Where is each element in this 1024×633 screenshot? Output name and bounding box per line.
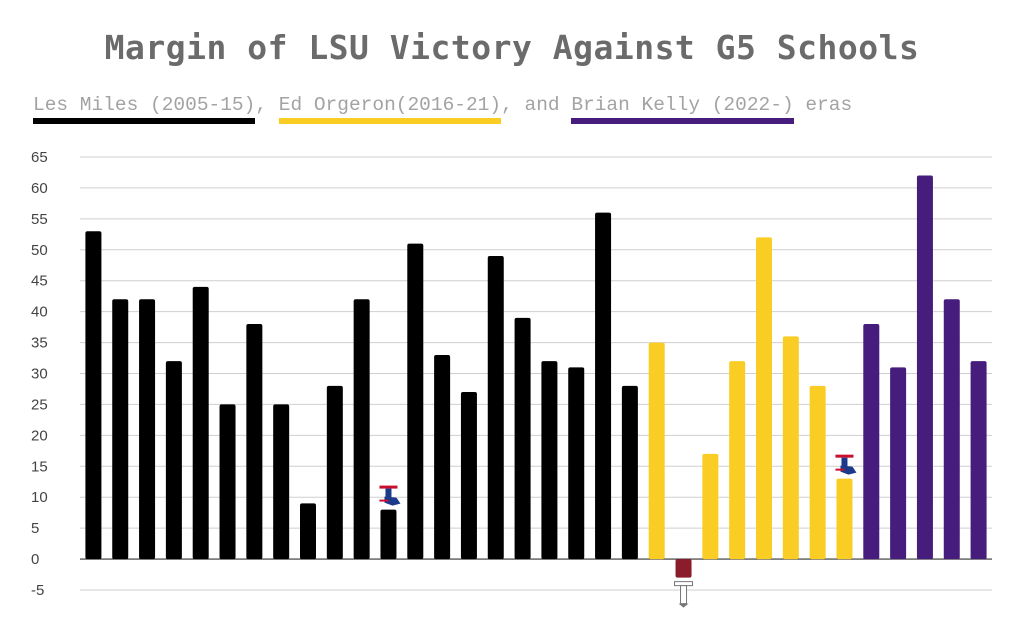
subtitle-separator: , and: [501, 94, 572, 116]
y-tick-label: 20: [31, 427, 48, 444]
y-tick-label: 5: [31, 520, 39, 537]
bar: [595, 212, 612, 560]
bar: [729, 361, 746, 560]
bar: [85, 231, 102, 560]
bar: [702, 453, 719, 560]
y-tick-label: -5: [31, 582, 44, 599]
bar: [165, 361, 182, 560]
y-tick-label: 10: [31, 489, 48, 506]
bar: [836, 478, 853, 560]
bar: [621, 385, 638, 560]
y-tick-label: 45: [31, 273, 48, 290]
subtitle-separator: ,: [255, 94, 279, 116]
y-tick-label: 25: [31, 396, 48, 413]
louisiana-tech-logo-icon: [379, 485, 401, 506]
era-orgeron-label: Ed Orgeron(2016-21): [278, 94, 502, 124]
bar: [487, 255, 504, 560]
bar: [112, 299, 129, 560]
bar: [970, 361, 987, 560]
y-tick-label: 35: [31, 335, 48, 352]
bar: [568, 367, 585, 560]
y-tick-label: 65: [31, 149, 48, 166]
y-tick-label: 15: [31, 458, 48, 475]
troy-logo-icon: [674, 581, 694, 608]
bar: [326, 385, 343, 560]
bar: [434, 354, 451, 560]
bar: [139, 299, 156, 560]
bar: [756, 237, 772, 560]
y-tick-label: 50: [31, 242, 48, 259]
y-tick-label: 55: [31, 211, 48, 228]
bar: [675, 559, 692, 578]
y-tick-label: 0: [31, 551, 39, 568]
bar: [916, 175, 933, 560]
y-tick-label: 30: [31, 366, 48, 383]
bar: [300, 503, 316, 560]
bar: [246, 324, 263, 560]
bar: [648, 342, 665, 560]
louisiana-tech-logo-icon: [835, 454, 857, 475]
bar: [514, 317, 531, 560]
bar: [192, 286, 209, 560]
chart-subtitle: Les Miles (2005-15), Ed Orgeron(2016-21)…: [33, 94, 852, 124]
era-kelly-label: Brian Kelly (2022-): [571, 94, 794, 124]
bar: [380, 509, 397, 560]
bar: [273, 404, 290, 560]
bar: [541, 361, 558, 560]
bar: [943, 299, 960, 560]
bar: [460, 392, 477, 560]
subtitle-suffix: eras: [793, 94, 853, 116]
bar: [219, 404, 236, 560]
y-tick-label: 40: [31, 304, 48, 321]
bar: [863, 324, 880, 560]
bar: [407, 243, 424, 560]
bar: [782, 336, 799, 560]
y-tick-label: 60: [31, 180, 48, 197]
chart-title: Margin of LSU Victory Against G5 Schools: [104, 28, 920, 67]
bar: [809, 385, 826, 560]
era-miles-label: Les Miles (2005-15): [33, 94, 256, 124]
bar: [890, 367, 907, 560]
bar: [353, 299, 370, 560]
